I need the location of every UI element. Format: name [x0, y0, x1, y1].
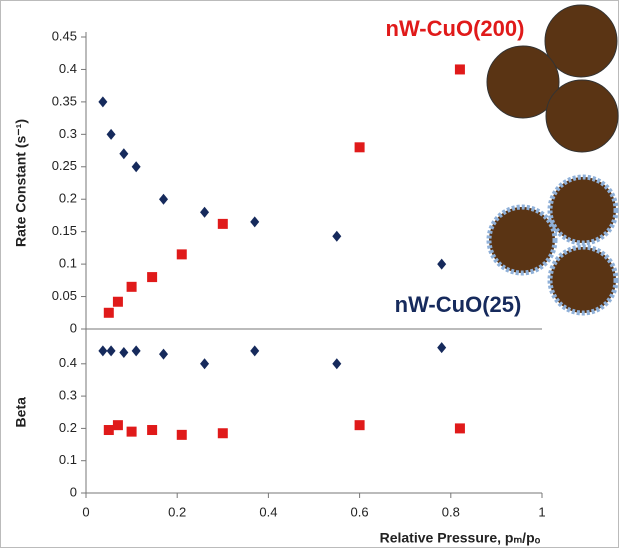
x-tick-label: 0 [82, 504, 89, 519]
y-axis-label: Beta [13, 397, 29, 428]
annotation: nW-CuO(200) [386, 16, 525, 41]
y-axis-label: Rate Constant (s⁻¹) [13, 119, 29, 247]
point [200, 206, 210, 218]
point [126, 426, 137, 437]
illustration-large [486, 4, 619, 153]
y-tick-label: 0.45 [52, 28, 77, 43]
annotation: nW-CuO(25) [395, 292, 522, 317]
point [106, 128, 116, 140]
y-tick-label: 0.25 [52, 158, 77, 173]
panel: 0 0.05 0.1 0.15 0.2 0.25 0.3 0.35 0.4 0.45 Rate Co… [13, 28, 542, 335]
y-tick-label: 0.2 [59, 191, 77, 206]
x-tick-label: 0.6 [351, 504, 369, 519]
y-tick-label: 0 [70, 320, 77, 335]
point [454, 423, 465, 434]
point [176, 249, 187, 260]
point [106, 345, 116, 357]
illustration-small [486, 174, 619, 316]
point [112, 420, 123, 431]
y-tick-label: 0.4 [59, 355, 77, 370]
point [119, 346, 129, 358]
x-axis-label: Relative Pressure, pₘ/pₒ [380, 530, 541, 546]
point [147, 425, 158, 436]
y-tick-label: 0.15 [52, 223, 77, 238]
y-tick-label: 0.1 [59, 256, 77, 271]
y-tick-label: 0 [70, 484, 77, 499]
y-tick-label: 0.35 [52, 93, 77, 108]
y-tick-label: 0.4 [59, 61, 77, 76]
x-tick-label: 0.2 [168, 504, 186, 519]
y-tick-label: 0.2 [59, 420, 77, 435]
point [126, 281, 137, 292]
point [131, 161, 141, 173]
point [354, 420, 365, 431]
point [103, 307, 114, 318]
point [437, 342, 447, 354]
x-tick-label: 1 [538, 504, 545, 519]
y-tick-label: 0.3 [59, 126, 77, 141]
point [112, 296, 123, 307]
x-tick-label: 0.8 [442, 504, 460, 519]
point [217, 218, 228, 229]
point [131, 345, 141, 357]
y-tick-label: 0.3 [59, 388, 77, 403]
x-tick-label: 0.4 [259, 504, 277, 519]
point [159, 348, 169, 360]
point [98, 96, 108, 108]
point [354, 142, 365, 153]
point [332, 358, 342, 370]
point [147, 272, 158, 283]
point [98, 345, 108, 357]
point [217, 428, 228, 439]
point [250, 345, 260, 357]
point [176, 429, 187, 440]
panel: 0 0.1 0.2 0.3 0.4 0 0.2 0.4 0.6 0.8 1 Beta Relative … [13, 326, 546, 546]
point [332, 230, 342, 242]
point [103, 425, 114, 436]
y-tick-label: 0.1 [59, 452, 77, 467]
point [200, 358, 210, 370]
point [119, 148, 129, 160]
y-tick-label: 0.05 [52, 288, 77, 303]
point [437, 258, 447, 270]
point [454, 64, 465, 75]
point [159, 193, 169, 205]
point [250, 216, 260, 228]
